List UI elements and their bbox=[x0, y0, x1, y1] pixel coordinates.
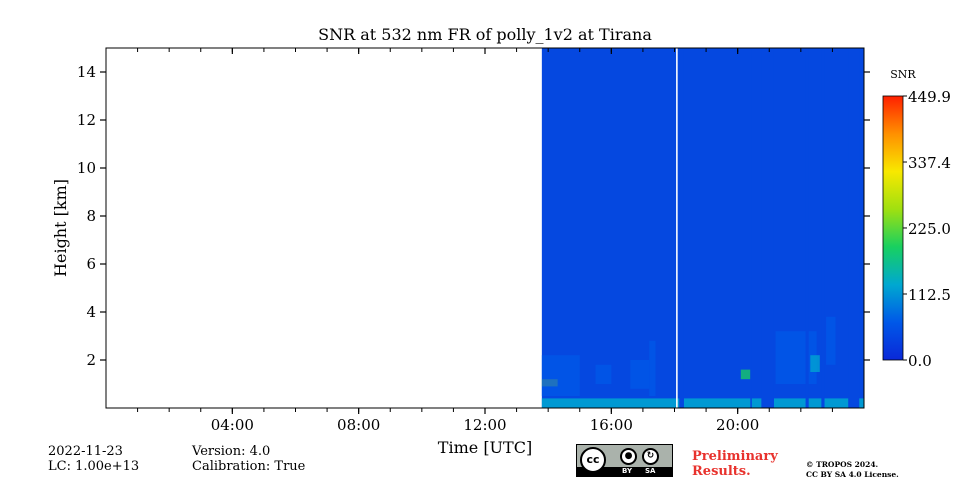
x-axis: 04:00 08:00 12:00 16:00 20:00 bbox=[137, 48, 833, 434]
y-axis-label: Height [km] bbox=[51, 179, 70, 277]
x-tick-label: 12:00 bbox=[463, 416, 506, 434]
y-axis: 2 4 6 8 10 12 14 bbox=[77, 63, 870, 369]
colorbar-tick-label: 449.9 bbox=[908, 88, 951, 106]
snr-feature-1 bbox=[541, 355, 580, 396]
colorbar-ticks: 0.0 112.5 225.0 337.4 449.9 bbox=[903, 88, 951, 370]
snr-feature-7 bbox=[810, 355, 820, 372]
snr-feature-5 bbox=[740, 369, 751, 380]
y-tick-label: 12 bbox=[77, 111, 96, 129]
snr-feature-2 bbox=[595, 364, 612, 384]
chart-title: SNR at 532 nm FR of polly_1v2 at Tirana bbox=[318, 25, 652, 44]
x-axis-label: Time [UTC] bbox=[438, 438, 532, 457]
footer-calibration: Calibration: True bbox=[192, 459, 306, 474]
data-gap-4 bbox=[805, 48, 809, 408]
y-tick-label: 6 bbox=[86, 255, 96, 273]
footer-lc: LC: 1.00e+13 bbox=[48, 459, 140, 474]
cc-icon: cc bbox=[580, 447, 606, 473]
data-gap-3 bbox=[761, 48, 774, 408]
snr-feature-3 bbox=[630, 360, 650, 389]
footer-version: Version: 4.0 bbox=[192, 444, 271, 459]
colorbar bbox=[882, 95, 904, 361]
cc-license-badge: cc ● ↻ BY SA bbox=[576, 444, 673, 477]
data-gap-0 bbox=[676, 48, 678, 408]
y-tick-label: 2 bbox=[86, 351, 96, 369]
y-tick-label: 4 bbox=[86, 303, 96, 321]
x-tick-label: 20:00 bbox=[716, 416, 759, 434]
near-surface-band bbox=[541, 398, 864, 408]
snr-feature-6 bbox=[775, 331, 817, 384]
data-gap-1 bbox=[679, 48, 684, 408]
preliminary-results-note: Preliminary Results. bbox=[692, 449, 778, 479]
copyright-line-2: CC BY SA 4.0 License. bbox=[806, 470, 899, 479]
data-gap-5 bbox=[821, 48, 825, 408]
share-alike-icon: ↻ bbox=[642, 448, 659, 465]
colorbar-tick-label: 112.5 bbox=[908, 286, 951, 304]
preliminary-line-1: Preliminary bbox=[692, 449, 778, 464]
x-tick-label: 16:00 bbox=[590, 416, 633, 434]
colorbar-tick-label: 225.0 bbox=[908, 220, 951, 238]
snr-feature-4 bbox=[649, 340, 656, 396]
y-tick-label: 14 bbox=[77, 63, 96, 81]
cc-badge-bar bbox=[577, 467, 672, 476]
x-tick-label: 04:00 bbox=[211, 416, 254, 434]
data-gap-2 bbox=[750, 48, 752, 408]
colorbar-tick-label: 0.0 bbox=[908, 352, 932, 370]
colorbar-label: SNR bbox=[890, 68, 916, 81]
plot-area bbox=[541, 48, 864, 408]
footer-date: 2022-11-23 bbox=[48, 444, 123, 459]
cc-by-label: BY bbox=[622, 467, 633, 475]
y-tick-label: 8 bbox=[86, 207, 96, 225]
preliminary-line-2: Results. bbox=[692, 464, 751, 479]
y-tick-label: 10 bbox=[77, 159, 96, 177]
snr-feature-8 bbox=[826, 316, 836, 365]
x-tick-label: 08:00 bbox=[337, 416, 380, 434]
copyright-line-1: © TROPOS 2024. bbox=[806, 460, 879, 469]
attribution-icon: ● bbox=[620, 448, 637, 465]
cc-sa-label: SA bbox=[645, 467, 656, 475]
copyright-note: © TROPOS 2024. CC BY SA 4.0 License. bbox=[806, 460, 899, 480]
colorbar-tick-label: 337.4 bbox=[908, 154, 951, 172]
data-gap-6 bbox=[848, 48, 860, 408]
